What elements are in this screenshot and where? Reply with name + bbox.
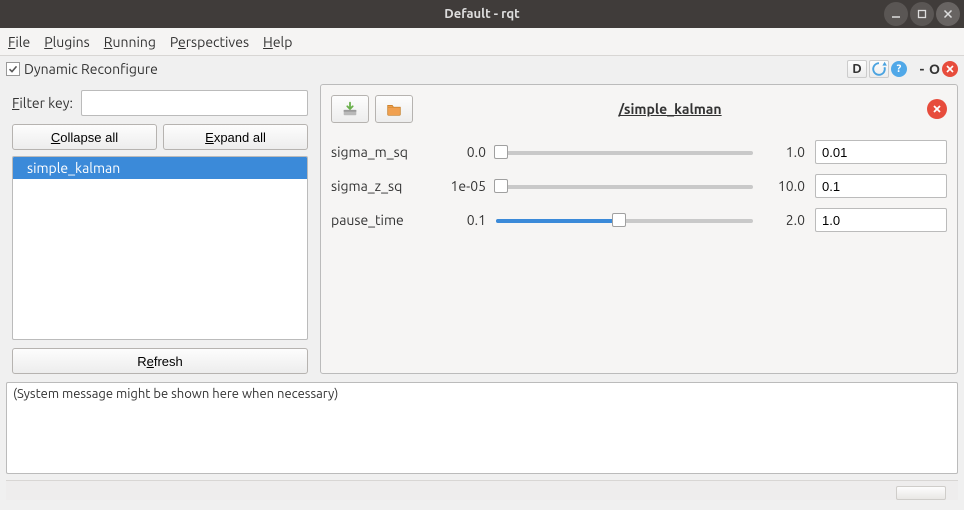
dash-separator: - (917, 61, 927, 77)
param-max: 10.0 (763, 178, 805, 194)
left-pane: Filter key: Collapse all Expand all simp… (6, 84, 314, 374)
open-config-button[interactable] (375, 95, 413, 123)
plugin-enable-checkbox[interactable] (6, 62, 20, 76)
plugin-header-actions: D ? - O (847, 60, 958, 78)
refresh-button[interactable]: Refresh (12, 348, 308, 374)
param-row: pause_time 0.1 2.0 (331, 205, 947, 235)
param-min: 1e-05 (436, 178, 486, 194)
collapse-all-button[interactable]: Collapse all (12, 124, 157, 150)
menu-perspectives[interactable]: Perspectives (170, 34, 249, 50)
param-value-input[interactable] (815, 140, 947, 164)
param-row: sigma_m_sq 0.0 1.0 (331, 137, 947, 167)
param-slider[interactable] (496, 210, 753, 230)
node-tree[interactable]: simple_kalman (12, 156, 308, 340)
filter-input[interactable] (81, 90, 308, 116)
right-top-bar: /simple_kalman (331, 95, 947, 123)
statusbar (6, 480, 958, 500)
reload-button[interactable] (869, 60, 889, 78)
filter-label: Filter key: (12, 95, 73, 111)
expand-all-button[interactable]: Expand all (163, 124, 308, 150)
right-pane: /simple_kalman sigma_m_sq 0.0 1.0 sigma_z_s… (320, 84, 958, 374)
param-max: 2.0 (763, 212, 805, 228)
window-title: Default - rqt (444, 7, 520, 21)
window-titlebar: Default - rqt (0, 0, 964, 28)
menu-plugins[interactable]: Plugins (44, 34, 90, 50)
content-area: Dynamic Reconfigure D ? - O Filter key: … (0, 56, 964, 510)
param-group-title: /simple_kalman (419, 101, 921, 117)
param-value-input[interactable] (815, 208, 947, 232)
param-slider[interactable] (496, 142, 753, 162)
save-config-button[interactable] (331, 95, 369, 123)
undock-o-button[interactable]: O (929, 61, 940, 77)
menu-help[interactable]: Help (263, 34, 292, 50)
body-split: Filter key: Collapse all Expand all simp… (6, 84, 958, 374)
param-group-close-button[interactable] (927, 99, 947, 119)
params-list: sigma_m_sq 0.0 1.0 sigma_z_sq 1e-05 10.0 pause… (331, 137, 947, 235)
resize-grip[interactable] (896, 486, 946, 500)
window-maximize-button[interactable] (910, 2, 934, 26)
help-icon[interactable]: ? (891, 61, 907, 77)
plugin-close-button[interactable] (942, 61, 958, 77)
filter-row: Filter key: (6, 84, 314, 124)
param-value-input[interactable] (815, 174, 947, 198)
tree-item[interactable]: simple_kalman (13, 157, 307, 179)
window-minimize-button[interactable] (884, 2, 908, 26)
menu-file[interactable]: File (8, 34, 30, 50)
param-slider[interactable] (496, 176, 753, 196)
window-buttons (884, 2, 960, 26)
param-name: pause_time (331, 212, 426, 228)
window-close-button[interactable] (936, 2, 960, 26)
param-row: sigma_z_sq 1e-05 10.0 (331, 171, 947, 201)
param-max: 1.0 (763, 144, 805, 160)
collapse-row: Collapse all Expand all (6, 124, 314, 156)
menu-running[interactable]: Running (104, 34, 156, 50)
plugin-header: Dynamic Reconfigure D ? - O (6, 58, 958, 80)
plugin-title: Dynamic Reconfigure (24, 61, 158, 77)
dock-d-button[interactable]: D (847, 60, 867, 78)
menubar: File Plugins Running Perspectives Help (0, 28, 964, 56)
param-min: 0.0 (436, 144, 486, 160)
param-name: sigma_z_sq (331, 178, 426, 194)
param-name: sigma_m_sq (331, 144, 426, 160)
param-min: 0.1 (436, 212, 486, 228)
system-message-panel: (System message might be shown here when… (6, 382, 958, 474)
